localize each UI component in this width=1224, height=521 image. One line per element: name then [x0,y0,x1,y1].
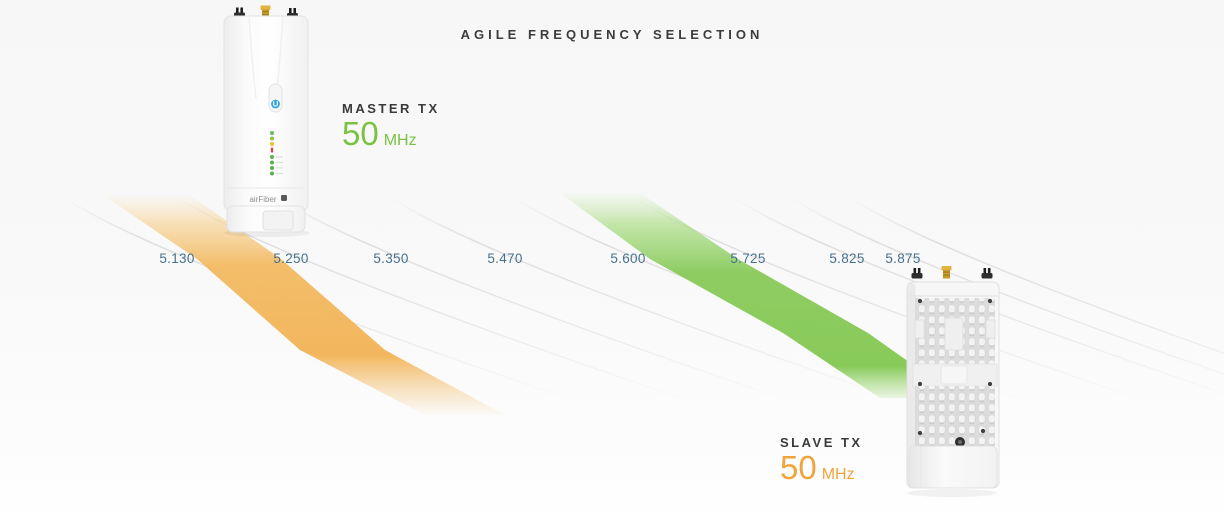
frequency-label: 5.250 [273,251,309,266]
device-shadow [907,489,997,497]
brand-label: airFiber [249,195,276,204]
ubiquiti-logo-icon [268,83,283,113]
slave-tx-label: SLAVE TX [780,435,863,450]
slave-tx-callout: SLAVE TX 50 MHz [780,435,863,484]
brand-mark-icon [281,195,287,201]
screws [917,298,993,436]
bottom-housing [908,445,998,489]
slave-tx-value: 50 [780,449,817,486]
led-indicators [270,131,283,176]
slave-device-image [906,266,1000,497]
mid-plate [940,365,968,385]
device-side-face [907,283,916,487]
master-tx-value: 50 [342,115,379,152]
slave-tx-bandwidth: 50 MHz [780,451,863,484]
master-tx-label: MASTER TX [342,101,440,116]
frequency-label: 5.470 [487,251,523,266]
sma-connector-icon [941,266,952,279]
cover-seam [248,16,257,99]
divider-line [847,195,1224,355]
compartment-door [262,210,294,231]
side-plate [985,319,996,339]
frequency-label: 5.875 [885,251,921,266]
master-device-image: airFiber [223,5,310,237]
master-tx-unit: MHz [383,132,417,149]
frequency-label: 5.825 [829,251,865,266]
master-tx-callout: MASTER TX 50 MHz [342,101,440,150]
divider-line [275,195,847,421]
sma-connector-icon [260,5,271,18]
device-body [223,15,309,212]
ground-bolt-icon [955,437,965,447]
divider-line [388,195,960,421]
center-plate [944,317,964,351]
frequency-label: 5.350 [373,251,409,266]
master-tx-band [560,193,960,398]
slave-tx-unit: MHz [821,466,855,483]
side-plate [914,319,925,339]
page-title: AGILE FREQUENCY SELECTION [460,27,764,42]
rf-connector-icon [911,268,923,279]
divider-line [61,195,633,421]
slave-tx-band [100,193,505,415]
master-tx-bandwidth: 50 MHz [342,117,440,150]
rf-connector-icon [981,268,993,279]
frequency-label: 5.600 [610,251,646,266]
heatsink-pins-lower [915,386,995,446]
frequency-label: 5.725 [730,251,766,266]
frequency-label: 5.130 [159,251,195,266]
